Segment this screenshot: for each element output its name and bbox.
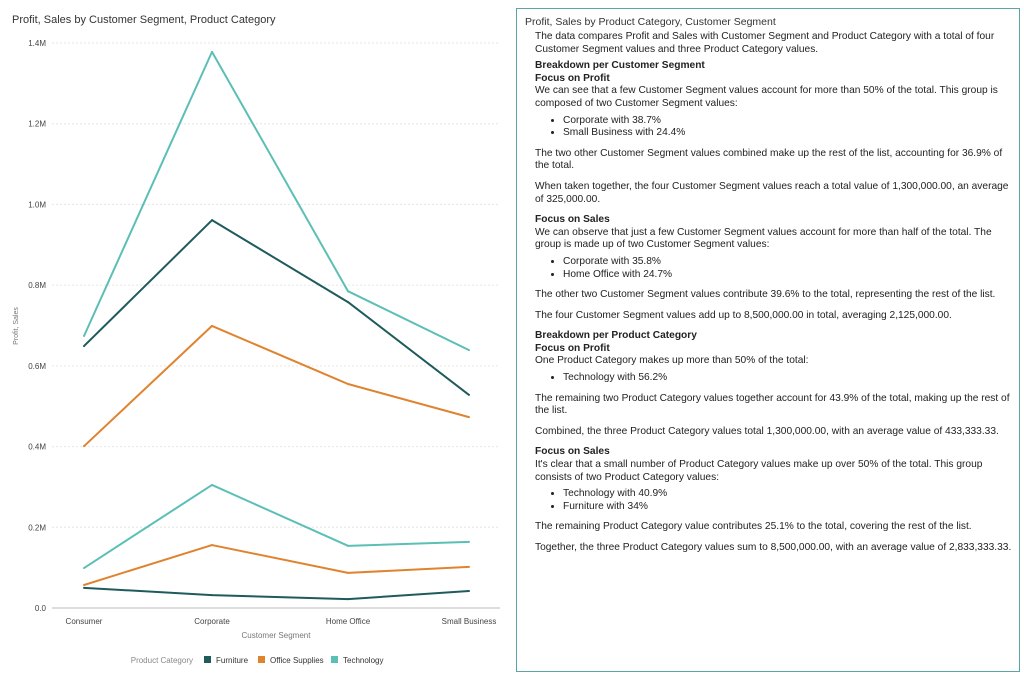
paragraph: We can see that a few Customer Segment v… (535, 85, 998, 109)
bullet-list: Technology with 40.9%Furniture with 34% (535, 488, 1015, 513)
data-point (211, 50, 213, 53)
legend-entry: Technology (343, 656, 383, 665)
paragraph: It's clear that a small number of Produc… (535, 459, 983, 483)
paragraph: The other two Customer Segment values co… (535, 289, 996, 301)
legend-entry: Furniture (216, 656, 249, 665)
x-tick-label: Home Office (326, 617, 371, 626)
data-point (468, 540, 470, 543)
data-point (347, 301, 349, 304)
paragraph: One Product Category makes up more than … (535, 355, 809, 367)
y-tick-label: 1.0M (28, 200, 46, 209)
data-point (468, 416, 470, 419)
paragraph: The four Customer Segment values add up … (535, 309, 952, 321)
bullet-item: Corporate with 35.8% (563, 256, 1015, 269)
series-line-technology-sales (83, 50, 470, 352)
y-tick-label: 1.4M (28, 39, 46, 48)
y-tick-label: 0.4M (28, 443, 46, 452)
data-point (211, 219, 213, 222)
bullet-list: Corporate with 35.8%Home Office with 24.… (535, 256, 1015, 281)
bullet-item: Small Business with 24.4% (563, 127, 1015, 140)
bullet-item: Home Office with 24.7% (563, 269, 1015, 282)
paragraph: When taken together, the four Customer S… (535, 180, 1009, 205)
paragraph: The data compares Profit and Sales with … (535, 31, 995, 55)
y-tick-label: 0.6M (28, 362, 46, 371)
data-point (211, 483, 213, 486)
paragraph: We can observe that just a few Customer … (535, 226, 992, 251)
data-point (83, 345, 85, 348)
section-heading: Focus on Sales (535, 214, 610, 226)
bullet-item: Technology with 56.2% (563, 372, 1015, 385)
section-heading: Focus on Profit (535, 342, 610, 354)
legend-swatch (258, 656, 265, 663)
x-tick-label: Corporate (194, 617, 230, 626)
line-chart: 0.0 0.2M 0.4M 0.6M 0.8M 1.0M 1.2M 1.4M Consumer C… (13, 39, 500, 665)
y-tick-label: 0.8M (28, 281, 46, 290)
data-point (211, 544, 213, 547)
bullet-list: Technology with 56.2% (535, 372, 1015, 385)
narrative-panel: Profit, Sales by Product Category, Custo… (516, 8, 1020, 672)
series-line-office-supplies-sales (83, 324, 470, 447)
paragraph: The two other Customer Segment values co… (535, 147, 1003, 172)
paragraph: Together, the three Product Category val… (535, 542, 1012, 553)
data-point (83, 334, 85, 337)
bullet-list: Corporate with 38.7%Small Business with … (535, 115, 1015, 140)
y-tick-label: 0.0 (35, 604, 47, 613)
section-heading: Focus on Sales (535, 446, 610, 458)
data-point (347, 544, 349, 547)
section-heading: Focus on Profit (535, 72, 610, 84)
data-point (468, 393, 470, 396)
panel-body: The data compares Profit and Sales with … (535, 31, 1015, 563)
bullet-item: Furniture with 34% (563, 501, 1015, 514)
y-tick-label: 1.2M (28, 120, 46, 129)
data-point (347, 598, 349, 601)
section-heading: Breakdown per Customer Segment (535, 60, 705, 72)
y-axis-label: Profit, Sales (13, 307, 20, 345)
x-tick-label: Small Business (442, 617, 497, 626)
x-tick-label: Consumer (66, 617, 103, 626)
series-line-office-supplies-profit (83, 544, 470, 586)
bullet-item: Corporate with 38.7% (563, 115, 1015, 128)
data-point (468, 590, 470, 593)
data-point (83, 445, 85, 448)
data-point (347, 571, 349, 574)
data-point (211, 594, 213, 597)
series-line-furniture-sales (83, 219, 470, 396)
data-point (468, 349, 470, 352)
data-point (211, 324, 213, 327)
series-line-furniture-profit (83, 586, 470, 601)
data-point (83, 567, 85, 570)
data-point (347, 290, 349, 293)
legend-swatch (204, 656, 211, 663)
paragraph: The remaining two Product Category value… (535, 392, 1010, 417)
data-point (468, 565, 470, 568)
section-heading: Breakdown per Product Category (535, 330, 697, 342)
paragraph: Combined, the three Product Category val… (535, 425, 999, 437)
paragraph: The remaining Product Category value con… (535, 521, 972, 533)
data-point (347, 383, 349, 386)
legend-entry: Office Supplies (270, 656, 324, 665)
data-point (83, 586, 85, 589)
x-axis-label: Customer Segment (242, 631, 312, 640)
panel-title: Profit, Sales by Product Category, Custo… (525, 16, 776, 28)
legend-title: Product Category (131, 656, 193, 665)
data-point (83, 583, 85, 586)
y-tick-label: 0.2M (28, 523, 46, 532)
series-line-technology-profit (83, 483, 470, 569)
bullet-item: Technology with 40.9% (563, 488, 1015, 501)
chart-title: Profit, Sales by Customer Segment, Produ… (12, 14, 276, 26)
legend-swatch (331, 656, 338, 663)
